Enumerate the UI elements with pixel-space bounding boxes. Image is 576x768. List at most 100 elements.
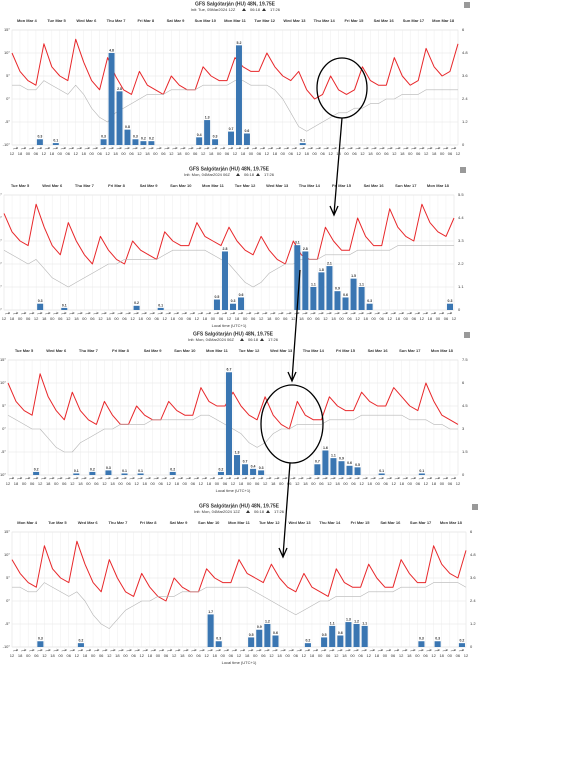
wind-arrow [61,648,68,652]
precipitation-bar [133,305,140,310]
init-time: Init: Mon, 04Mar2024 12Z [194,509,240,514]
day-label: Fri Mar 15 [336,348,356,353]
y2-tick-label: 4.8 [462,50,468,55]
x-tick-label: 12 [204,653,209,658]
y-tick-label: 5° [6,575,10,580]
x-tick-label: 00 [114,316,119,321]
wind-arrow [57,476,63,480]
wind-arrow [406,311,413,315]
bar-value-label: 1.8 [319,268,324,272]
wind-arrow [126,648,132,652]
x-tick-label: 18 [81,151,86,156]
x-tick-label: 00 [243,316,248,321]
x-tick-label: 00 [415,653,420,658]
precipitation-bar [294,245,301,310]
x-tick-label: 00 [339,316,344,321]
wind-arrow [165,311,172,315]
wind-arrow [307,146,314,150]
wind-arrow [169,476,176,480]
x-tick-label: 18 [400,481,405,486]
wind-arrow [330,476,336,480]
x-tick-label: 00 [311,481,316,486]
wind-arrow [153,476,160,480]
x-tick-label: 12 [328,151,333,156]
wind-arrow [101,311,107,315]
wind-arrow [361,648,368,652]
wind-arrow [45,311,51,315]
wind-arrow [156,146,162,150]
wind-arrow [108,146,115,150]
wind-arrow [235,146,242,150]
x-tick-label: 12 [355,316,360,321]
x-tick-label: 06 [191,481,196,486]
dewpoint-line [12,582,467,629]
precipitation-bar [329,625,336,647]
x-tick-label: 12 [291,316,296,321]
day-label: Thu Mar 7 [79,348,99,353]
x-tick-label: 12 [42,653,47,658]
x-tick-label: 12 [295,481,300,486]
wind-arrow [310,311,316,315]
sun-icon [256,173,260,176]
wind-arrow [435,146,441,150]
precipitation-bar [225,372,232,475]
y2-tick-label: 1.5 [462,449,468,454]
wind-arrow [259,146,266,150]
wind-arrow [323,146,330,150]
x-tick-label: 18 [115,653,120,658]
wind-arrow [382,311,389,315]
day-label: Tue Mar 12 [235,183,256,188]
x-tick-label: 12 [424,481,429,486]
x-tick-label: 18 [142,481,147,486]
precipitation-bar [132,139,139,145]
wind-arrow [158,648,165,652]
day-label: Thu Mar 7 [107,18,127,23]
x-tick-label: 00 [89,151,94,156]
bar-value-label: 2.8 [303,247,308,251]
x-tick-label: 12 [456,151,461,156]
precipitation-bar [228,131,235,145]
x-tick-label: 00 [247,481,252,486]
precipitation-bar [354,467,361,475]
day-label: Sat Mar 16 [374,18,395,23]
wind-arrow [296,648,303,652]
x-tick-label: 12 [302,653,307,658]
bar-value-label: 0.3 [231,299,236,303]
wind-arrow [370,476,377,480]
x-tick-label: 12 [391,481,396,486]
x-tick-label: 00 [82,316,87,321]
x-tick-label: 06 [391,653,396,658]
precipitation-bar [37,641,44,647]
wind-arrow [443,146,449,150]
wind-arrow [121,476,127,480]
x-tick-label: 12 [464,653,469,658]
bar-value-label: 0.3 [101,135,106,139]
x-tick-label: 06 [352,151,357,156]
x-tick-label: 00 [312,151,317,156]
bar-value-label: 0.7 [243,460,248,464]
x-tick-label: 00 [86,481,91,486]
x-tick-label: 00 [344,151,349,156]
x-tick-label: 18 [50,653,55,658]
day-label: Tue Mar 12 [259,520,280,525]
sun-icon [236,173,240,176]
x-tick-label: 06 [154,316,159,321]
day-label: Sun Mar 17 [395,183,417,188]
y-tick-label: -5° [5,621,11,626]
wind-arrow [185,476,192,480]
y2-tick-label: 1.1 [458,284,464,289]
wind-arrow [225,476,232,480]
day-label: Mon Mar 11 [202,183,225,188]
x-tick-label: 06 [90,316,95,321]
wind-arrow [442,648,449,652]
wind-arrow [366,311,373,315]
precipitation-bar [61,307,68,310]
day-label: Mon Mar 18 [427,183,450,188]
x-tick-label: 06 [164,653,169,658]
wind-arrow [241,476,248,480]
x-tick-label: 18 [209,151,214,156]
day-label: Sat Mar 16 [368,348,389,353]
x-tick-label: 18 [375,653,380,658]
x-tick-label: 18 [106,316,111,321]
